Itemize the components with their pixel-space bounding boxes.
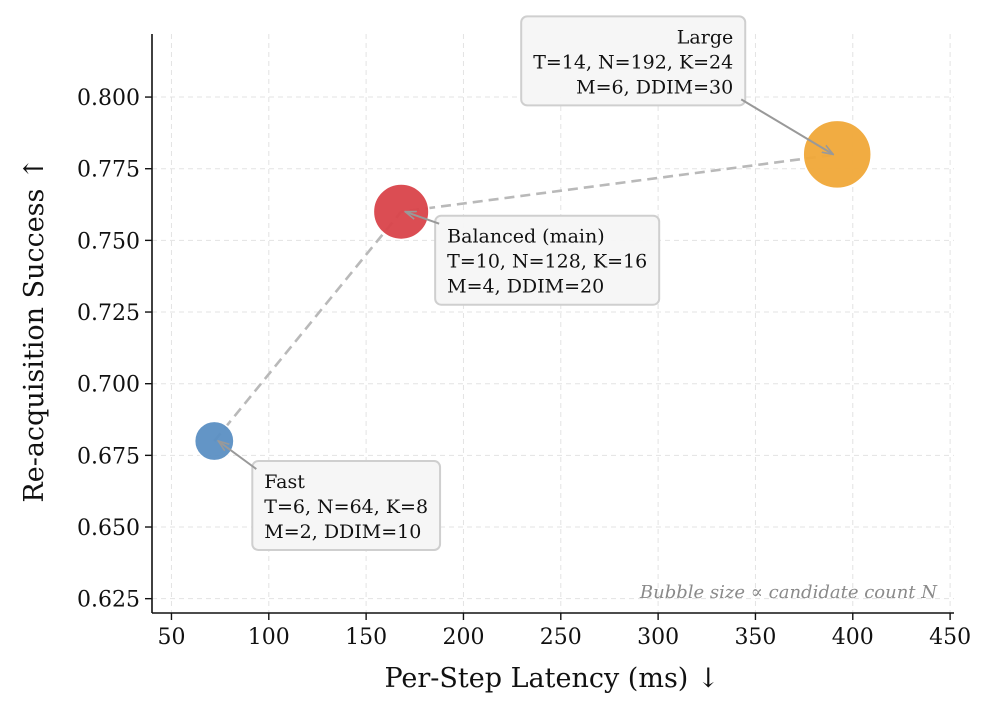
y-axis-ticks: 0.625 0.650 0.675 0.700 0.725 0.750 0.775 0.800 [77, 86, 152, 613]
annotation-box [520, 15, 747, 107]
y-tick-label: 0.750 [77, 229, 140, 254]
annotations: Large T=14, N=192, K=24 M=6, DDIM=30 Balanc… [218, 15, 833, 552]
annotation-callout: Balanced (main) T=10, N=128, K=16 M=4, DDI… [405, 210, 661, 306]
annotation-arrow [405, 210, 440, 225]
annotation-line: Fast [264, 471, 305, 493]
x-tick-label: 150 [345, 625, 387, 650]
annotation-line: M=6, DDIM=30 [576, 76, 733, 98]
x-tick-label: 200 [442, 625, 484, 650]
annotation-box [434, 214, 661, 306]
annotation-callout: Large T=14, N=192, K=24 M=6, DDIM=30 [520, 15, 833, 154]
y-tick-label: 0.700 [77, 373, 140, 398]
annotation-line: Balanced (main) [447, 226, 605, 248]
x-tick-label: 50 [157, 625, 185, 650]
axes [151, 34, 954, 614]
bubble-size-note: Bubble size ∝ candidate count N [639, 582, 938, 603]
x-axis-label: Per-Step Latency (ms) ↓ [384, 663, 719, 694]
annotation-line: T=10, N=128, K=16 [447, 251, 647, 273]
annotation-line: Large [677, 26, 733, 48]
bubble-point [372, 183, 430, 241]
annotation-line: T=14, N=192, K=24 [533, 51, 733, 73]
y-axis-label: Re-acquisition Success ↑ [19, 157, 50, 502]
x-tick-label: 100 [248, 625, 290, 650]
annotation-line: M=2, DDIM=10 [264, 521, 421, 543]
annotation-line: M=4, DDIM=20 [447, 276, 604, 298]
x-tick-label: 400 [832, 625, 874, 650]
y-tick-label: 0.625 [77, 588, 140, 613]
y-tick-label: 0.725 [77, 301, 140, 326]
x-axis-ticks: 50 100 150 200 250 300 350 400 450 [157, 613, 971, 650]
x-tick-label: 250 [540, 625, 582, 650]
x-tick-label: 450 [929, 625, 971, 650]
annotation-arrow [218, 441, 257, 470]
x-tick-label: 350 [734, 625, 776, 650]
y-tick-label: 0.650 [77, 516, 140, 541]
annotation-box [251, 460, 442, 552]
bubble-point [802, 119, 872, 190]
y-tick-label: 0.800 [77, 86, 140, 111]
y-tick-label: 0.775 [77, 158, 140, 183]
annotation-arrow [740, 98, 833, 154]
annotation-callout: Fast T=6, N=64, K=8 M=2, DDIM=10 [218, 441, 442, 552]
y-tick-label: 0.675 [77, 444, 140, 469]
x-tick-label: 300 [637, 625, 679, 650]
annotation-line: T=6, N=64, K=8 [264, 496, 428, 518]
grid [152, 34, 954, 613]
bubble-point [193, 420, 235, 462]
